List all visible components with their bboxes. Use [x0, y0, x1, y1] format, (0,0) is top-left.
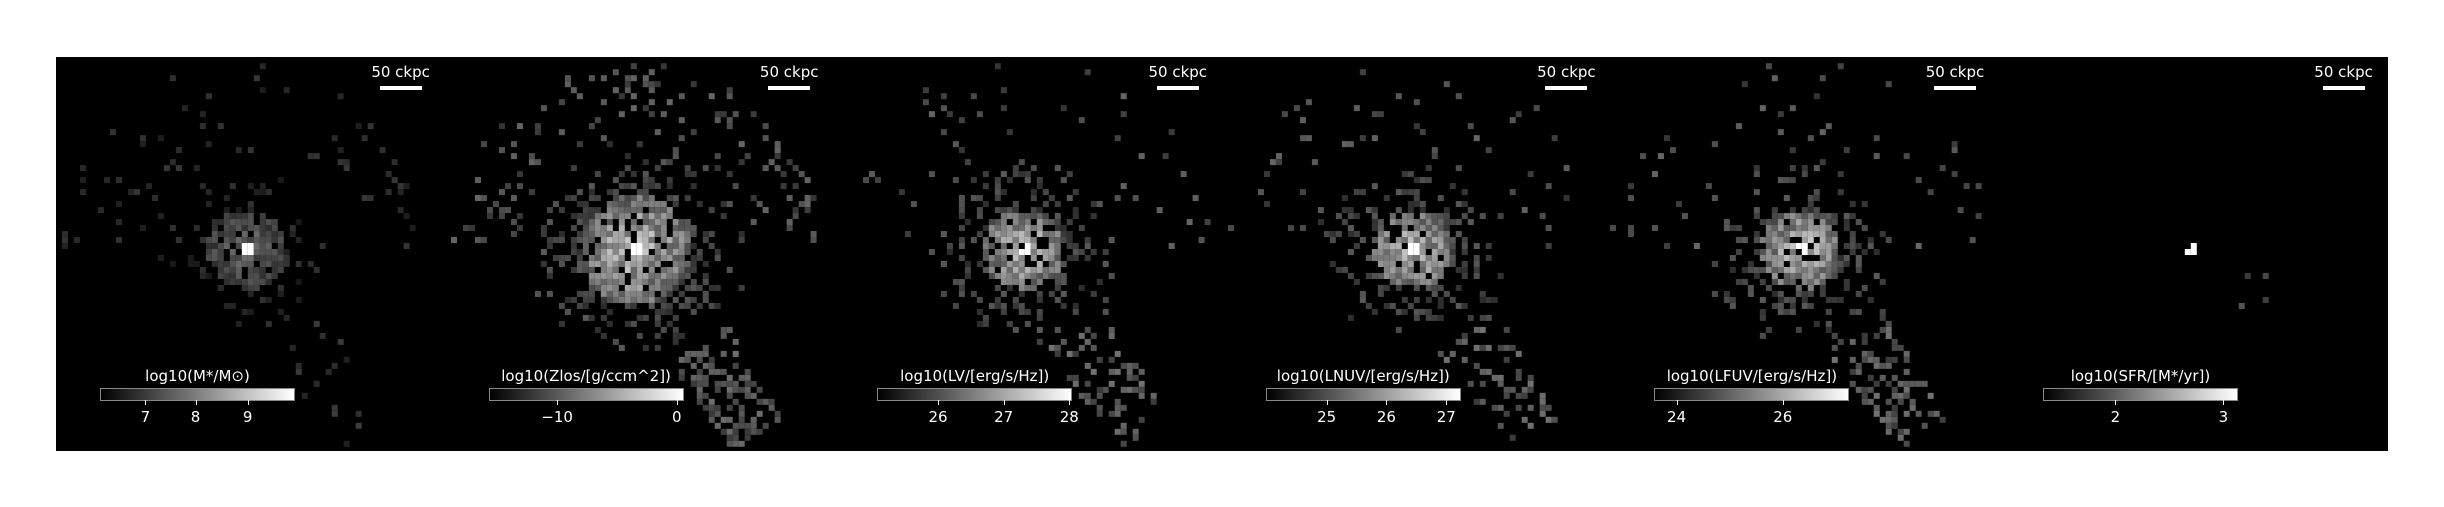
scale-bar: 50 ckpc — [2314, 63, 2374, 90]
colorbar: log10(LV/[erg/s/Hz]) 26 27 28 — [877, 367, 1079, 426]
colorbar-tick-label: 0 — [672, 408, 682, 426]
colorbar-gradient: −10 0 — [488, 388, 684, 426]
colorbar-tick-label: 24 — [1667, 408, 1687, 426]
colorbar-tick-label: 26 — [1376, 408, 1396, 426]
scale-bar: 50 ckpc — [1925, 63, 1985, 90]
image-strip: 50 ckpc log10(M*/M⊙) 7 8 9 50 ckpc log10(Zlos/… — [56, 57, 2388, 451]
colorbar-tick — [938, 400, 940, 405]
map-panel: 50 ckpc log10(LV/[erg/s/Hz]) 26 27 28 — [833, 57, 1222, 451]
colorbar-tick — [2223, 400, 2225, 405]
colorbar-tick-label: 25 — [1317, 408, 1337, 426]
scale-bar-label: 50 ckpc — [1537, 63, 1596, 81]
colorbar-tick-label: 26 — [1773, 408, 1793, 426]
map-panel: 50 ckpc log10(LNUV/[erg/s/Hz]) 25 26 27 — [1222, 57, 1611, 451]
pixel-map-image — [61, 63, 416, 447]
colorbar-label: log10(Zlos/[g/ccm^2]) — [501, 367, 671, 385]
scale-bar-line — [379, 86, 422, 90]
colorbar-tick — [247, 400, 249, 405]
colorbar-tick-label: 27 — [994, 408, 1014, 426]
colorbar-gradient: 7 8 9 — [100, 388, 295, 426]
colorbar-tick-label: 27 — [1436, 408, 1456, 426]
colorbar: log10(Zlos/[g/ccm^2]) −10 0 — [488, 367, 684, 426]
scale-bar: 50 ckpc — [1536, 63, 1596, 90]
colorbar-tick — [1446, 400, 1448, 405]
colorbar-tick — [1069, 400, 1071, 405]
scale-bar-label: 50 ckpc — [371, 63, 430, 81]
colorbar-label: log10(SFR/[M*/yr]) — [2070, 367, 2211, 385]
scale-bar-line — [1545, 86, 1588, 90]
colorbar-tick — [557, 400, 559, 405]
pixel-map-image — [1227, 69, 1570, 441]
colorbar-gradient: 25 26 27 — [1265, 388, 1461, 426]
map-panel: 50 ckpc log10(LFUV/[erg/s/Hz]) 24 26 — [1610, 57, 1999, 451]
colorbar-tick — [145, 400, 147, 405]
colorbar-tick-label: 2 — [2110, 408, 2121, 426]
pixel-map-image — [450, 63, 817, 447]
map-panel: 50 ckpc log10(SFR/[M*/yr]) 2 3 — [1999, 57, 2388, 451]
scale-bar-label: 50 ckpc — [1148, 63, 1208, 81]
colorbar-label: log10(M*/M⊙) — [145, 367, 250, 385]
colorbar-tick — [2115, 400, 2117, 405]
colorbar-label: log10(LNUV/[erg/s/Hz]) — [1276, 367, 1450, 385]
scale-bar-label: 50 ckpc — [1925, 63, 1985, 81]
colorbar: log10(LNUV/[erg/s/Hz]) 25 26 27 — [1265, 367, 1461, 426]
colorbar-tick-label: 8 — [190, 408, 201, 426]
colorbar-label: log10(LFUV/[erg/s/Hz]) — [1666, 367, 1838, 385]
colorbar: log10(M*/M⊙) 7 8 9 — [100, 367, 295, 426]
colorbar-tick-label: 3 — [2218, 408, 2229, 426]
colorbar: log10(SFR/[M*/yr]) 2 3 — [2042, 367, 2238, 426]
colorbar-gradient: 26 27 28 — [877, 388, 1079, 426]
colorbar-tick-label: 26 — [928, 408, 948, 426]
scale-bar-line — [2322, 86, 2365, 90]
scale-bar: 50 ckpc — [371, 63, 431, 90]
map-panel: 50 ckpc log10(Zlos/[g/ccm^2]) −10 0 — [445, 57, 834, 451]
colorbar-tick — [1386, 400, 1388, 405]
colorbar-tick — [195, 400, 197, 405]
scale-bar-line — [1156, 86, 1199, 90]
scale-bar: 50 ckpc — [1148, 63, 1208, 90]
scale-bar-label: 50 ckpc — [759, 63, 819, 81]
colorbar-gradient: 24 26 — [1654, 388, 1850, 426]
scale-bar-label: 50 ckpc — [2314, 63, 2373, 81]
map-panel: 50 ckpc log10(M*/M⊙) 7 8 9 — [56, 57, 445, 451]
scale-bar: 50 ckpc — [759, 63, 819, 90]
scale-bar-line — [768, 86, 811, 90]
pixel-map-image — [1610, 63, 1982, 447]
colorbar-tick — [1326, 400, 1328, 405]
colorbar-tick-label: −10 — [541, 408, 573, 426]
colorbar-tick-label: 28 — [1059, 408, 1079, 426]
colorbar-tick — [676, 400, 678, 405]
colorbar-tick — [1003, 400, 1005, 405]
colorbar-label: log10(LV/[erg/s/Hz]) — [900, 367, 1050, 385]
colorbar-tick-label: 9 — [242, 408, 253, 426]
colorbar-tick — [1676, 400, 1678, 405]
colorbar: log10(LFUV/[erg/s/Hz]) 24 26 — [1654, 367, 1850, 426]
colorbar-tick-label: 7 — [140, 408, 151, 426]
colorbar-tick — [1782, 400, 1784, 405]
pixel-map-image — [863, 63, 1211, 447]
pixel-map-image — [2184, 243, 2269, 309]
scale-bar-line — [1933, 86, 1976, 90]
